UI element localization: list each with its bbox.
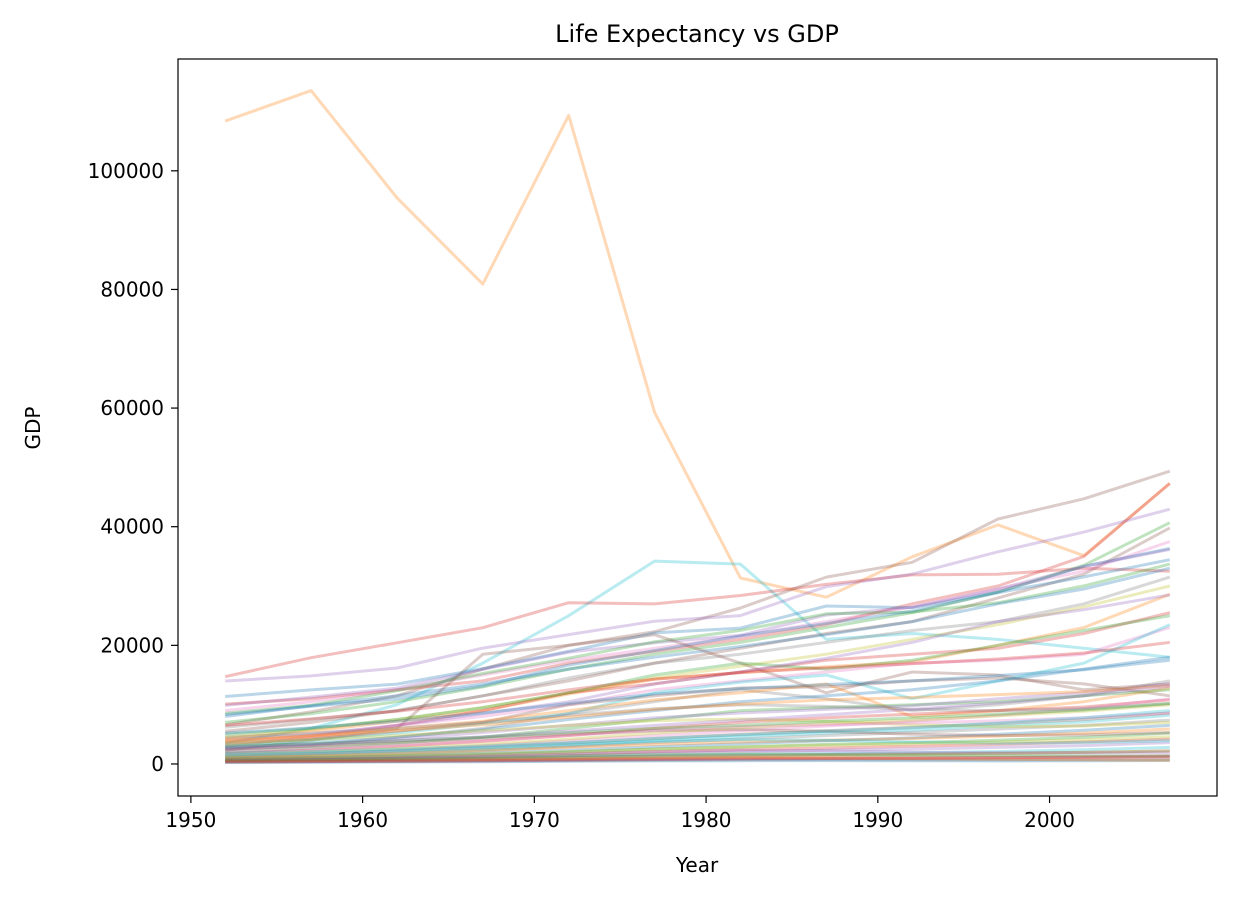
series-layer	[224, 89, 1171, 764]
x-axis: 1950 1960 1970 1980 1990 2000	[165, 796, 1075, 832]
series-line-10	[225, 547, 1171, 707]
series-line-23	[225, 676, 1171, 745]
series-line-15	[225, 566, 1171, 718]
x-tick-label: 1950	[165, 808, 216, 832]
series-line-43	[225, 755, 1170, 764]
series-line-17	[225, 633, 1170, 752]
chart-title: Life Expectancy vs GDP	[555, 20, 839, 48]
y-axis-label: GDP	[21, 407, 45, 450]
series-line-45	[225, 759, 1170, 764]
series-line-12	[225, 558, 1171, 716]
series-line-50	[225, 738, 1170, 757]
series-line-13	[225, 584, 1171, 739]
series-line-11	[225, 562, 1171, 715]
y-tick-label: 40000	[100, 515, 164, 539]
plot-frame	[177, 58, 1218, 797]
series-line-18	[225, 611, 1171, 748]
y-tick-label: 100000	[88, 159, 164, 183]
y-tick-label: 20000	[100, 633, 164, 657]
x-tick-label: 1990	[852, 808, 903, 832]
x-axis-label: Year	[675, 853, 719, 877]
y-tick-label: 0	[151, 752, 164, 776]
series-line-29	[225, 698, 1170, 755]
series-line-2	[224, 566, 1170, 679]
series-line-56	[225, 702, 1170, 748]
series-line-58	[225, 640, 1170, 727]
plot-area	[178, 59, 1217, 796]
series-line-7	[225, 526, 1171, 733]
series-line-14	[225, 575, 1171, 729]
series-line-5	[225, 507, 1171, 683]
series-line-35	[225, 723, 1170, 761]
series-line-34	[225, 718, 1170, 760]
series-line-22	[225, 623, 1171, 748]
series-line-38	[225, 737, 1170, 762]
series-line-31	[225, 703, 1170, 756]
series-line-37	[225, 731, 1170, 761]
series-line-3	[224, 469, 1171, 727]
series-line-24	[225, 679, 1171, 751]
series-line-51	[225, 728, 1170, 751]
series-line-32	[225, 713, 1170, 759]
series-line-59	[225, 684, 1170, 749]
x-tick-label: 1960	[337, 808, 388, 832]
x-tick-label: 2000	[1024, 808, 1075, 832]
series-line-0	[224, 89, 1171, 599]
series-line-55	[225, 658, 1170, 735]
series-line-42	[225, 754, 1170, 764]
series-line-44	[225, 758, 1170, 764]
series-line-33	[225, 711, 1170, 758]
series-line-54	[225, 702, 1170, 739]
series-line-41	[225, 749, 1170, 763]
series-line-21	[225, 593, 1171, 742]
series-line-60	[225, 709, 1170, 755]
series-line-25	[225, 682, 1171, 743]
series-line-6	[225, 521, 1171, 724]
y-tick-label: 80000	[100, 277, 164, 301]
series-line-27	[225, 688, 1170, 754]
series-line-28	[225, 682, 1170, 752]
series-line-9	[225, 547, 1171, 698]
series-line-20	[225, 626, 1171, 745]
series-line-40	[225, 745, 1170, 763]
series-line-19	[225, 614, 1171, 736]
y-tick-label: 60000	[100, 396, 164, 420]
series-line-36	[225, 727, 1170, 759]
series-line-48	[225, 755, 1170, 764]
series-line-52	[225, 717, 1170, 745]
series-line-53	[225, 711, 1170, 754]
series-line-39	[225, 741, 1170, 762]
series-line-62	[225, 749, 1170, 762]
series-line-16	[225, 592, 1171, 740]
x-tick-label: 1970	[509, 808, 560, 832]
series-line-4	[225, 482, 1171, 706]
series-line-47	[225, 752, 1170, 762]
series-line-26	[225, 655, 1171, 750]
series-line-46	[225, 755, 1170, 763]
series-line-61	[225, 735, 1170, 760]
series-line-49	[225, 748, 1170, 761]
y-axis: 0 20000 40000 60000 80000 100000	[88, 159, 178, 776]
series-line-30	[225, 697, 1170, 757]
series-line-57	[225, 684, 1170, 742]
series-line-1	[224, 559, 1170, 745]
x-tick-label: 1980	[681, 808, 732, 832]
series-line-8	[225, 540, 1171, 713]
